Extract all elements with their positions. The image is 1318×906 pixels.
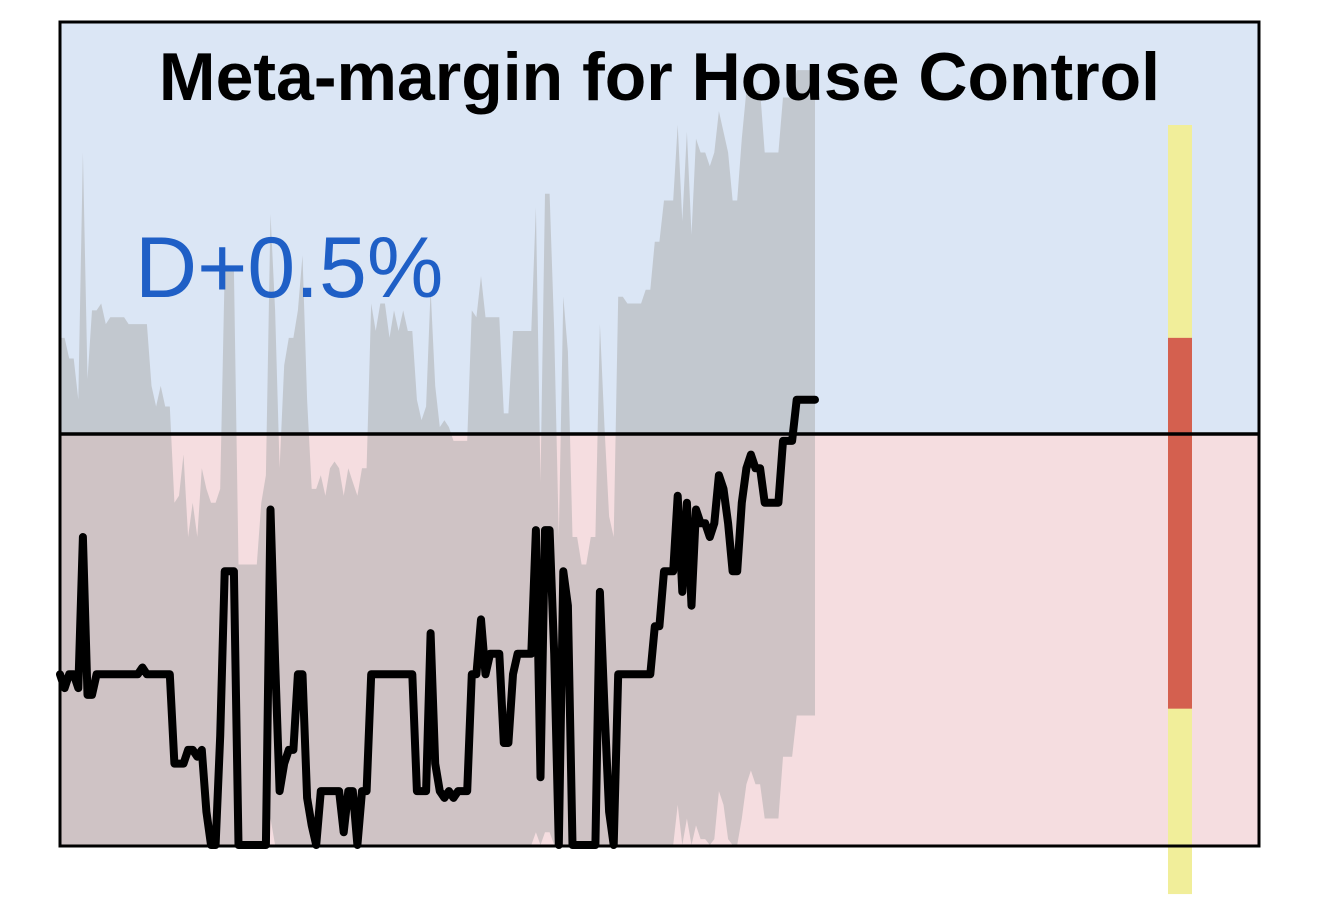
uncertainty-band (60, 70, 815, 846)
chart-title: Meta-margin for House Control (159, 39, 1160, 115)
range-bar (1168, 125, 1192, 895)
current-margin-label: D+0.5% (135, 220, 443, 316)
plot-frame (58, 20, 1261, 848)
range-bar-inner (1168, 337, 1192, 709)
meta-margin-line (56, 395, 819, 849)
